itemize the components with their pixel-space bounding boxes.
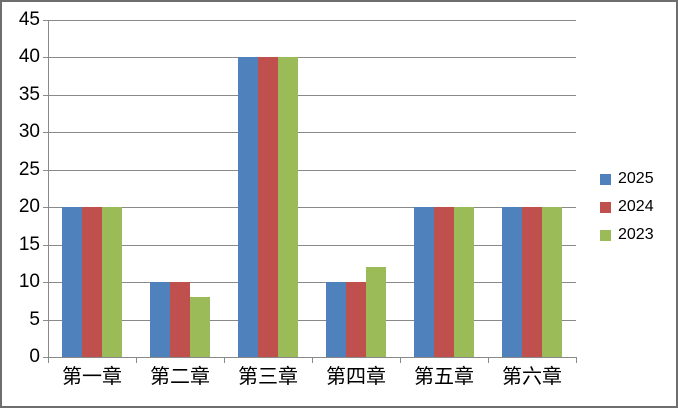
y-axis-tick-label: 20 — [18, 196, 40, 217]
y-gridline — [48, 207, 576, 208]
y-gridline — [48, 245, 576, 246]
y-gridline — [48, 95, 576, 96]
y-axis-tick — [43, 245, 48, 246]
bar-2023-第四章 — [366, 267, 386, 357]
bar-2025-第四章 — [326, 282, 346, 357]
y-axis-tick — [43, 95, 48, 96]
legend-swatch-icon — [600, 229, 611, 241]
bar-2024-第一章 — [82, 207, 102, 357]
y-axis-tick — [43, 282, 48, 283]
legend: 2025 2024 2023 — [600, 165, 654, 249]
x-axis-category-label: 第二章 — [150, 366, 210, 388]
bar-2024-第二章 — [170, 282, 190, 357]
x-axis-tick — [576, 358, 577, 363]
bar-2024-第四章 — [346, 282, 366, 357]
x-axis-tick — [488, 358, 489, 363]
x-axis-line — [48, 357, 577, 358]
bar-2023-第五章 — [454, 207, 474, 357]
legend-item-2023: 2023 — [600, 221, 654, 249]
y-axis-tick-label: 0 — [29, 346, 40, 367]
y-axis-tick — [43, 132, 48, 133]
x-axis-tick — [48, 358, 49, 363]
bar-2023-第六章 — [542, 207, 562, 357]
legend-label: 2024 — [618, 198, 654, 215]
y-axis-tick — [43, 320, 48, 321]
x-axis-tick — [400, 358, 401, 363]
bar-2023-第二章 — [190, 297, 210, 357]
legend-swatch-icon — [600, 201, 611, 213]
bar-2023-第一章 — [102, 207, 122, 357]
y-axis-tick-label: 25 — [18, 159, 40, 180]
bar-2025-第六章 — [502, 207, 522, 357]
y-axis-tick-label: 5 — [29, 309, 40, 330]
y-gridline — [48, 320, 576, 321]
y-gridline — [48, 282, 576, 283]
y-axis-tick — [43, 20, 48, 21]
x-axis-tick — [312, 358, 313, 363]
y-axis-tick — [43, 357, 48, 358]
legend-swatch-icon — [600, 173, 611, 185]
bar-2024-第三章 — [258, 57, 278, 357]
y-axis-tick — [43, 57, 48, 58]
legend-label: 2025 — [618, 170, 654, 187]
y-axis-tick — [43, 207, 48, 208]
x-axis-category-label: 第一章 — [62, 366, 122, 388]
legend-item-2025: 2025 — [600, 165, 654, 193]
x-axis-tick — [224, 358, 225, 363]
bar-2025-第二章 — [150, 282, 170, 357]
x-axis-category-label: 第三章 — [238, 366, 298, 388]
y-axis-tick-label: 40 — [18, 46, 40, 67]
y-axis-tick-label: 15 — [18, 234, 40, 255]
bar-2025-第三章 — [238, 57, 258, 357]
y-gridline — [48, 20, 576, 21]
bar-2024-第五章 — [434, 207, 454, 357]
x-axis-category-label: 第四章 — [326, 366, 386, 388]
y-axis-tick-label: 30 — [18, 121, 40, 142]
y-gridline — [48, 57, 576, 58]
y-axis-tick-label: 10 — [18, 271, 40, 292]
x-axis-category-label: 第五章 — [414, 366, 474, 388]
x-axis-category-label: 第六章 — [502, 366, 562, 388]
y-gridline — [48, 170, 576, 171]
y-axis-tick — [43, 170, 48, 171]
y-axis-tick-label: 45 — [18, 9, 40, 30]
y-gridline — [48, 132, 576, 133]
legend-label: 2023 — [618, 226, 654, 243]
legend-item-2024: 2024 — [600, 193, 654, 221]
y-axis-tick-label: 35 — [18, 84, 40, 105]
y-axis-line — [48, 20, 49, 357]
bar-2024-第六章 — [522, 207, 542, 357]
bar-2023-第三章 — [278, 57, 298, 357]
x-axis-tick — [136, 358, 137, 363]
bar-2025-第一章 — [62, 207, 82, 357]
bar-2025-第五章 — [414, 207, 434, 357]
